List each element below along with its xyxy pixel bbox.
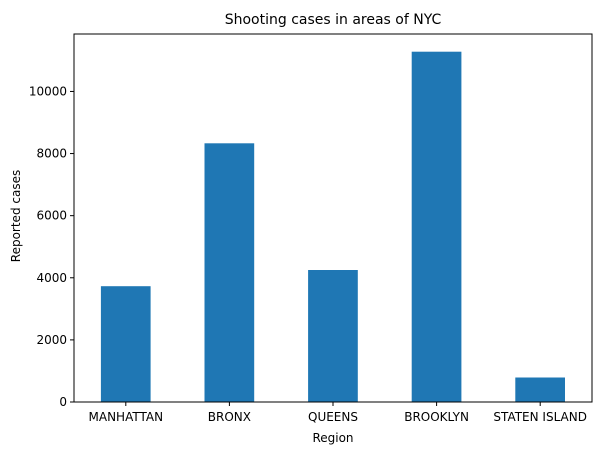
y-tick-label: 6000 [36, 209, 67, 223]
plot-frame [73, 33, 593, 403]
x-tick-label: MANHATTAN [89, 410, 164, 424]
y-tick-label: 8000 [36, 147, 67, 161]
y-tick-label: 0 [59, 395, 67, 409]
x-axis-title: Region [312, 431, 353, 445]
y-tick-label: 10000 [29, 84, 67, 98]
x-tick-label: STATEN ISLAND [493, 410, 587, 424]
x-tick-label: BRONX [208, 410, 251, 424]
y-axis-ticks: 0 2000 4000 6000 8000 10000 [29, 84, 74, 409]
bar-queens [308, 270, 358, 402]
x-axis-ticks: MANHATTAN BRONX QUEENS BROOKLYN STATEN ISLAN… [89, 402, 587, 424]
x-tick-label: BROOKLYN [404, 410, 469, 424]
bar-staten-island [515, 377, 565, 402]
bar-manhattan [100, 286, 151, 402]
chart-title: Shooting cases in areas of NYC [225, 12, 442, 28]
y-axis-title: Reported cases [9, 170, 23, 262]
bar-brooklyn [411, 51, 462, 402]
y-tick-label: 4000 [36, 271, 67, 285]
bars-group [100, 51, 565, 403]
y-tick-label: 2000 [36, 333, 67, 347]
x-tick-label: QUEENS [308, 410, 358, 424]
bar-bronx [204, 143, 255, 403]
